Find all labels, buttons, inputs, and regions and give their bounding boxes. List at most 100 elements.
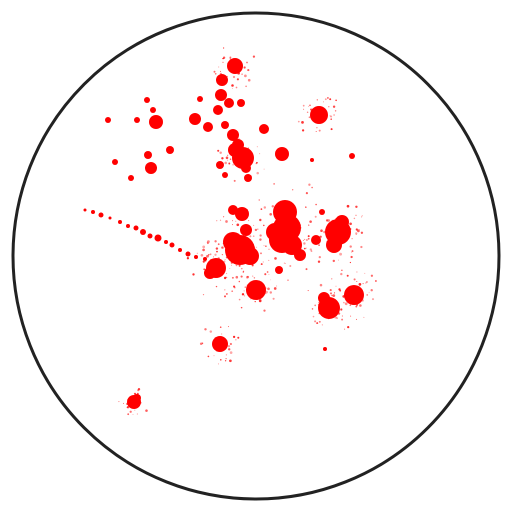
splatter-mist [370, 289, 373, 292]
splatter-mist [262, 289, 265, 292]
splatter-mist [127, 413, 130, 416]
splatter-mist [231, 84, 234, 87]
splatter-mist [139, 401, 142, 404]
splatter-mist [243, 290, 245, 292]
splatter-mist [321, 324, 324, 326]
splatter-mist [257, 228, 259, 230]
splatter-mist [241, 293, 245, 296]
splatter-mist [246, 275, 249, 279]
splatter-mist [130, 396, 133, 399]
splatter-mist [368, 291, 370, 293]
splatter-mist [145, 409, 148, 412]
splatter-mist [209, 330, 213, 333]
splatter-mist [246, 257, 249, 260]
splatter-mist [245, 208, 249, 212]
splatter-mist [262, 261, 264, 263]
splatter-blob [222, 172, 228, 178]
splatter-mist [237, 336, 240, 339]
splatter-blob [275, 266, 283, 274]
splatter-mist [263, 309, 266, 312]
splatter-mist [192, 273, 195, 276]
splatter-mist [227, 159, 229, 161]
splatter-blob [128, 175, 134, 181]
splatter-mist [221, 163, 224, 166]
splatter-mist [256, 146, 258, 148]
splatter-mist [223, 241, 226, 245]
splatter-mist [308, 183, 311, 186]
splatter-mist [250, 175, 252, 177]
splatter-blob [241, 247, 259, 265]
splatter-mist [225, 236, 228, 238]
splatter-mist [237, 262, 240, 265]
splatter-mist [334, 245, 338, 248]
splatter-mist [213, 355, 215, 357]
splatter-mist [316, 126, 318, 129]
splatter-blob [310, 106, 328, 124]
splatter-mist [320, 229, 323, 232]
splatter-mist [204, 260, 207, 262]
splatter-mist [340, 308, 343, 311]
splatter-mist [246, 275, 250, 278]
splatter-mist [338, 259, 339, 261]
splatter-mist [308, 105, 310, 107]
splatter-mist [207, 240, 210, 243]
splatter-mist [133, 392, 137, 395]
splatter-mist [300, 227, 302, 229]
splatter-mist [261, 286, 264, 288]
splatter-mist [223, 216, 225, 218]
splatter-mist [248, 220, 250, 222]
splatter-mist [287, 279, 289, 281]
splatter-mist [338, 288, 341, 291]
splatter-mist [235, 264, 237, 266]
splatter-mist [232, 88, 234, 90]
splatter-mist [226, 75, 228, 77]
splatter-mist [335, 221, 337, 224]
splatter-mist [127, 398, 130, 402]
splatter-mist [272, 297, 275, 300]
splatter-mist [318, 255, 321, 259]
splatter-mist [218, 66, 220, 68]
splatter-mist [358, 229, 360, 230]
splatter-mist [260, 263, 263, 266]
splatter-mist [314, 320, 317, 323]
splatter-mist [309, 248, 312, 251]
splatter-mist [316, 322, 319, 325]
splatter-mist [314, 304, 317, 307]
splatter-mist [268, 259, 270, 261]
splatter-mist [233, 157, 235, 159]
splatter-mist [346, 274, 349, 277]
splatter-mist [247, 147, 250, 149]
splatter-mist [217, 243, 220, 246]
splatter-mist [269, 242, 272, 245]
splatter-droplet [147, 233, 153, 239]
splatter-mist [232, 164, 234, 166]
splatter-mist [273, 245, 276, 248]
splatter-mist [137, 388, 141, 391]
splatter-blob [294, 249, 306, 261]
splatter-mist [355, 205, 358, 209]
splatter-mist [206, 254, 209, 258]
splatter-mist [214, 240, 217, 243]
splatter-mist [326, 240, 330, 244]
splatter-mist [306, 111, 309, 114]
splatter-mist [235, 212, 237, 214]
splatter-mist [302, 104, 305, 107]
splatter-blob [240, 224, 252, 236]
splatter-mist [360, 288, 362, 290]
splatter-mist [221, 246, 224, 249]
splatter-mist [199, 342, 203, 346]
splatter-mist [334, 317, 337, 319]
splatter-mist [370, 274, 374, 277]
splatter-mist [363, 316, 365, 318]
splatter-blob [228, 205, 238, 215]
splatter-mist [318, 129, 321, 132]
splatter-mist [242, 236, 245, 239]
splatter-mist [249, 235, 252, 238]
red-paint-splatter-icon [83, 47, 377, 416]
splatter-mist [303, 108, 305, 110]
splatter-blob [134, 117, 140, 123]
splatter-blob [275, 147, 289, 161]
splatter-mist [265, 245, 267, 247]
splatter-mist [216, 250, 218, 253]
